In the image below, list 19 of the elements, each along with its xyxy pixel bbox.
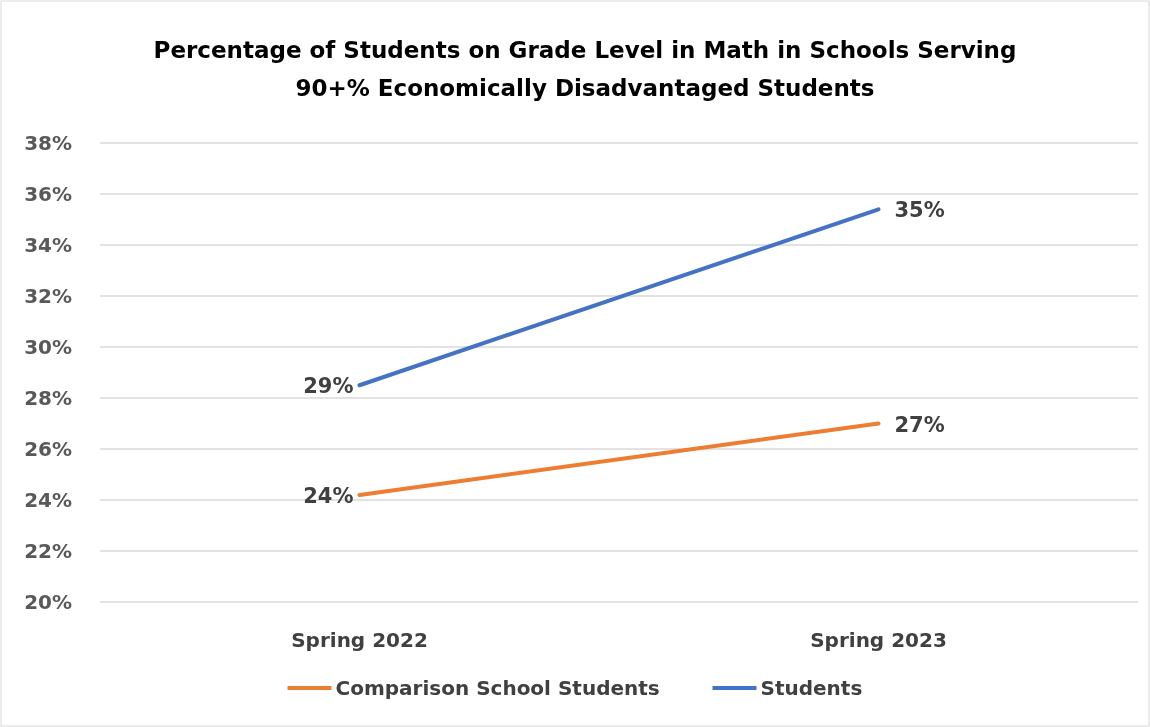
x-tick-label: Spring 2022: [291, 628, 428, 652]
chart-title: Percentage of Students on Grade Level in Math in Schools Serving 90+% Economically Disadvantaged Students: [153, 37, 1017, 101]
y-tick-label: 36%: [24, 182, 72, 206]
legend-label: Students: [760, 676, 863, 700]
data-label: 29%: [303, 374, 354, 399]
data-label: 24%: [303, 483, 354, 508]
y-tick-label: 28%: [24, 386, 72, 410]
y-tick-label: 20%: [24, 590, 72, 614]
data-label: 35%: [894, 198, 945, 223]
y-tick-label: 32%: [24, 284, 72, 308]
y-tick-label: 22%: [24, 539, 72, 563]
y-tick-label: 26%: [24, 437, 72, 461]
y-tick-label: 30%: [24, 335, 72, 359]
y-tick-label: 34%: [24, 233, 72, 257]
x-tick-label: Spring 2023: [810, 628, 947, 652]
legend-label: Comparison School Students: [335, 676, 660, 700]
y-tick-label: 38%: [24, 131, 72, 155]
data-label: 27%: [894, 412, 945, 437]
y-tick-label: 24%: [24, 488, 72, 512]
